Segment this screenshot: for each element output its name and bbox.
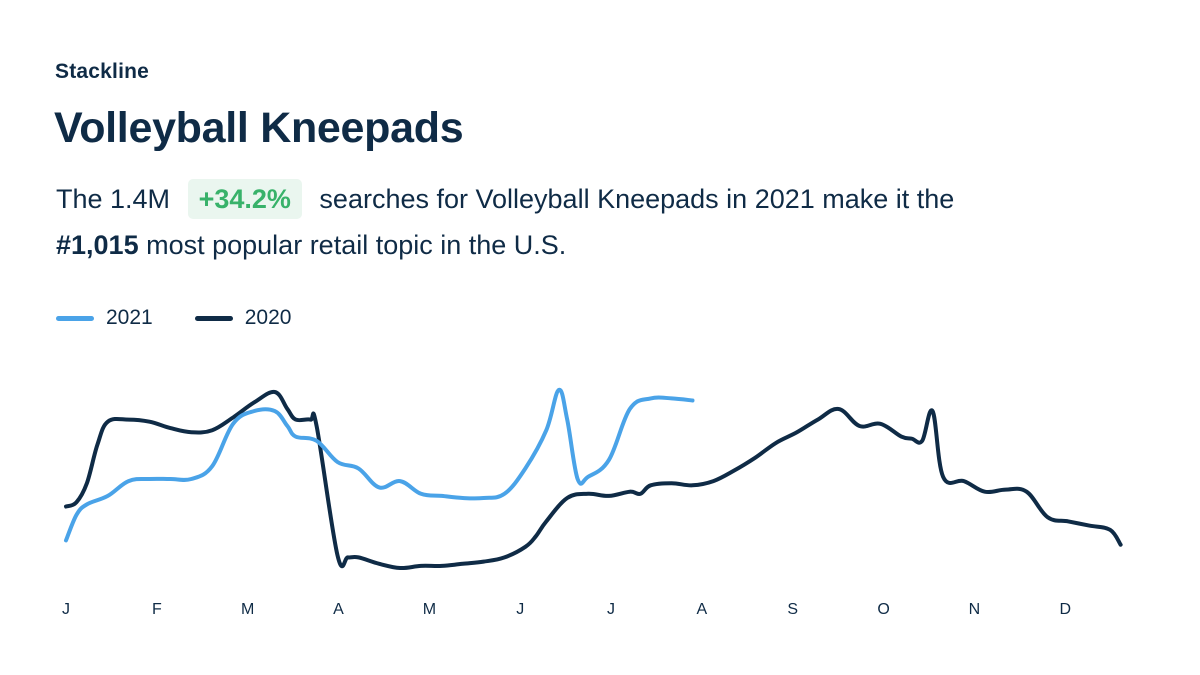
summary-prefix: The 1.4M (56, 184, 171, 214)
chart-legend: 2021 2020 (56, 306, 333, 330)
x-tick-label-5: J (516, 601, 524, 618)
series-line-2021 (64, 387, 695, 543)
change-badge: +34.2% (187, 179, 302, 219)
x-tick-label-2: M (241, 601, 254, 618)
x-tick-label-0: J (62, 601, 70, 618)
x-tick-label-9: O (877, 601, 889, 618)
page-title: Volleyball Kneepads (54, 104, 464, 152)
legend-swatch-2021 (56, 315, 94, 321)
legend-swatch-2020 (194, 315, 233, 321)
legend-label-2021: 2021 (106, 306, 153, 329)
summary-suffix: most popular retail topic in the U.S. (146, 230, 567, 260)
x-tick-label-8: S (787, 601, 798, 618)
x-tick-label-1: F (152, 601, 162, 618)
legend-item-2021: 2021 (56, 306, 153, 330)
legend-item-2020: 2020 (194, 306, 292, 330)
summary-middle: searches for Volleyball Kneepads in 2021… (319, 184, 955, 214)
series-line-2020 (64, 389, 1123, 571)
summary-text: The 1.4M +34.2% searches for Volleyball … (56, 176, 1156, 268)
x-tick-label-3: A (333, 601, 344, 618)
x-tick-label-6: J (607, 601, 615, 618)
x-tick-label-4: M (423, 601, 436, 618)
x-tick-label-10: N (969, 601, 981, 618)
brand-logo: Stackline (55, 60, 150, 83)
x-tick-label-11: D (1059, 601, 1071, 618)
rank-value: #1,015 (56, 230, 139, 260)
x-tick-label-7: A (697, 601, 708, 618)
legend-label-2020: 2020 (244, 306, 292, 329)
